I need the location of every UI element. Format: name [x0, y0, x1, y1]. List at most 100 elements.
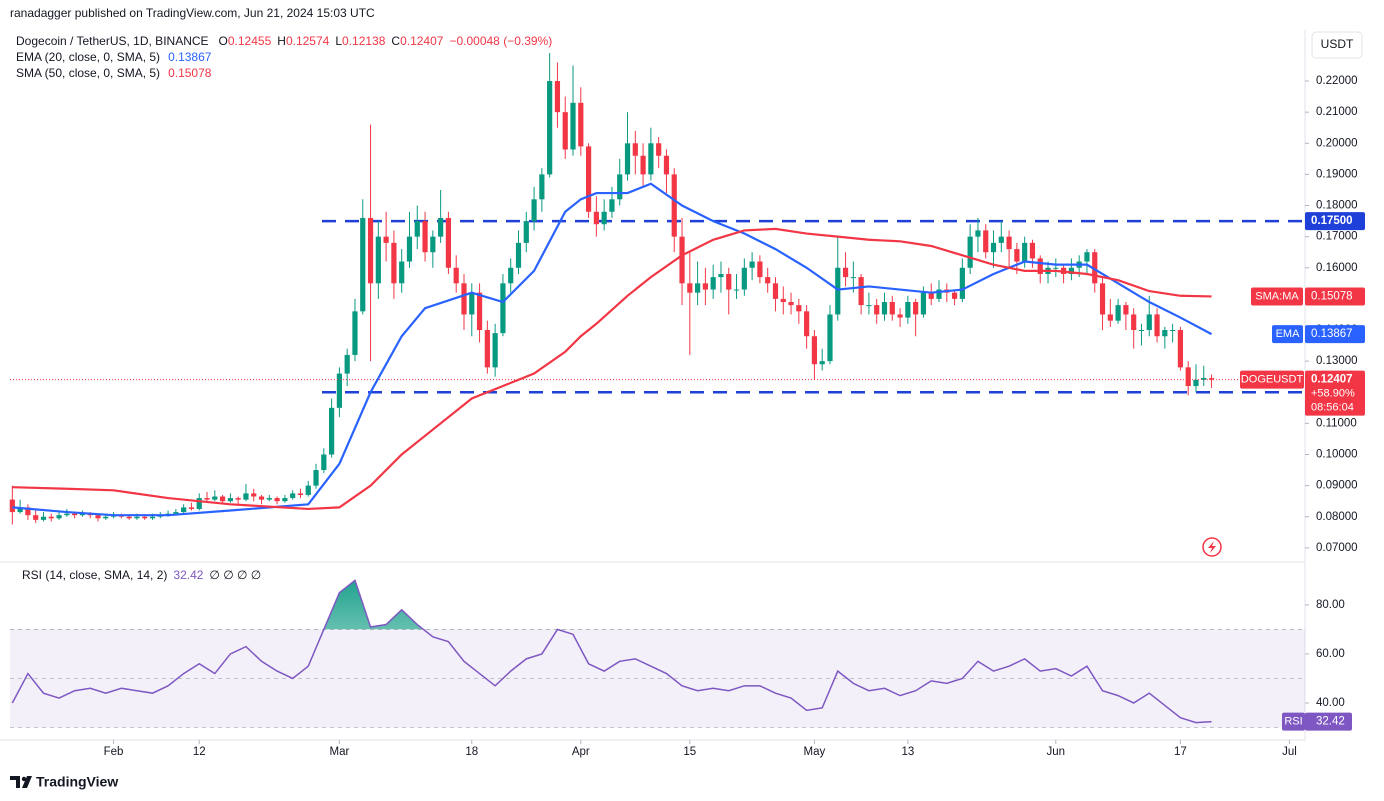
y-tick-label: 0.22000 — [1316, 75, 1358, 87]
candle-body — [142, 516, 148, 519]
candle-body — [741, 267, 747, 290]
y-tick-label: 0.19000 — [1316, 168, 1358, 180]
ma-value: 0.15078 — [1311, 290, 1353, 302]
candle-body — [383, 236, 389, 243]
ma-tag-box — [1251, 287, 1303, 306]
candle-body — [149, 516, 156, 519]
candle-body — [305, 485, 311, 495]
candle-body — [617, 174, 623, 200]
ohlc-value: 0.12138 — [342, 34, 386, 48]
candle-body — [282, 498, 288, 502]
candle-body — [352, 311, 358, 355]
candle-body — [609, 199, 615, 212]
candle-body — [33, 515, 39, 520]
candle-body — [663, 155, 670, 175]
candle-body — [367, 217, 374, 284]
candle-body — [375, 236, 381, 284]
rsi-y-tick-label: 60.00 — [1316, 648, 1345, 660]
candle-body — [585, 146, 592, 212]
candle-body — [414, 221, 420, 237]
candle-body — [297, 493, 304, 495]
candle-body — [508, 267, 514, 284]
candle-body — [313, 470, 319, 486]
candle-body — [850, 277, 856, 279]
candle-body — [1022, 242, 1028, 262]
currency-button[interactable] — [1311, 31, 1363, 59]
candle-body — [469, 292, 475, 315]
ma-name: SMA (50, close, 0, SMA, 5) — [16, 66, 160, 80]
ohlc-legend: Dogecoin / TetherUS, 1D, BINANCE O0.12455… — [16, 34, 552, 48]
candle-body — [484, 330, 490, 368]
candle-body — [1177, 330, 1184, 368]
ohlc-value: 0.12574 — [286, 34, 330, 48]
y-tick-label: 0.10000 — [1316, 449, 1358, 461]
ohlc-value: 0.12407 — [400, 34, 444, 48]
candle-body — [1014, 249, 1020, 262]
candle-body — [360, 217, 366, 312]
candle-body — [1208, 378, 1215, 380]
candle-body — [998, 236, 1004, 243]
symbol-tag-box — [1240, 370, 1304, 389]
y-tick-label: 0.08000 — [1316, 511, 1358, 523]
candle-body — [188, 507, 195, 509]
x-tick-label: 15 — [683, 746, 696, 758]
countdown: 08:56:04 — [1311, 401, 1354, 413]
rsi-value: 32.42 — [1316, 716, 1345, 728]
candle-body — [757, 261, 763, 278]
x-tick-label: 18 — [465, 746, 478, 758]
candle-body — [967, 236, 973, 268]
ma-legend: EMA (20, close, 0, SMA, 5) 0.13867 — [16, 50, 212, 64]
last-value-box — [1305, 370, 1365, 416]
x-tick-label: 13 — [901, 746, 914, 758]
last-value: 0.12407 — [1311, 374, 1353, 386]
candle-body — [1029, 242, 1036, 259]
candle-body — [765, 277, 771, 284]
x-tick-label: Feb — [104, 746, 124, 758]
candle-body — [329, 407, 335, 455]
candle-body — [321, 454, 327, 471]
candle-body — [1099, 283, 1106, 315]
alert-icon[interactable] — [1202, 537, 1222, 557]
candle-body — [772, 283, 779, 299]
candle-body — [173, 512, 179, 514]
candle-body — [804, 311, 810, 337]
candle-body — [726, 273, 732, 290]
candle-body — [547, 81, 553, 175]
rsi-band — [10, 629, 1305, 728]
x-tick-label: Jun — [1047, 746, 1066, 758]
candle-body — [593, 211, 599, 225]
candle-body — [858, 277, 864, 306]
candle-body — [422, 221, 428, 253]
candle-body — [1193, 379, 1199, 387]
candle-body — [601, 211, 607, 225]
candle-body — [905, 302, 911, 318]
candle-body — [48, 516, 54, 519]
candle-body — [235, 498, 241, 500]
candle-body — [181, 507, 187, 513]
candle-body — [562, 112, 568, 150]
candle-body — [788, 302, 794, 306]
y-tick-label: 0.20000 — [1316, 137, 1358, 149]
y-tick-label: 0.13000 — [1316, 355, 1358, 367]
x-tick-label: 12 — [193, 746, 206, 758]
symbol-tag: DOGEUSDT — [1241, 373, 1304, 385]
candle-body — [624, 143, 631, 175]
rsi-tag: RSI — [1284, 715, 1302, 727]
footer-brand: TradingView — [36, 774, 118, 790]
candle-body — [290, 493, 296, 499]
candle-body — [695, 283, 701, 293]
candle-body — [1006, 236, 1012, 250]
candle-body — [476, 292, 483, 331]
candle-body — [1185, 367, 1191, 387]
x-tick-label: May — [804, 746, 826, 758]
candle-body — [819, 361, 825, 365]
candle-body — [196, 498, 202, 509]
candle-body — [827, 314, 833, 362]
candle-body — [523, 221, 529, 243]
currency[interactable]: USDT — [1321, 37, 1354, 51]
candle-body — [749, 261, 755, 268]
candle-body — [492, 333, 498, 368]
x-tick-label: Mar — [329, 746, 349, 758]
candle-body — [25, 507, 31, 516]
